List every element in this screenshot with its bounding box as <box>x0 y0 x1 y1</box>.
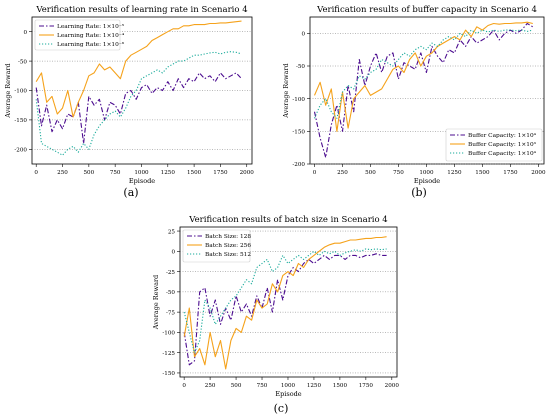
x-tick-label: 0 <box>34 170 38 176</box>
x-tick-label: 1750 <box>503 170 518 176</box>
panel-label-a: (a) <box>123 186 138 199</box>
x-tick-label: 1500 <box>475 170 490 176</box>
chart-title: Verification results of buffer capacity … <box>316 5 537 15</box>
chart-panel-a: Verification results of learning rate in… <box>4 5 254 185</box>
x-tick-label: 250 <box>337 170 348 176</box>
y-axis-label: Average Reward <box>152 275 160 330</box>
y-tick-label: -200 <box>14 148 27 154</box>
x-tick-label: 1250 <box>447 170 462 176</box>
y-tick-label: -100 <box>162 331 175 337</box>
panel-label-b: (b) <box>411 186 427 199</box>
legend: Buffer Capacity: 1×10⁴ Buffer Capacity: 1… <box>445 128 543 162</box>
legend-entry: Buffer Capacity: 1×10⁴ <box>468 132 537 139</box>
x-axis-label: Episode <box>414 177 440 185</box>
x-tick-label: 1750 <box>213 170 228 176</box>
x-tick-label: 2000 <box>385 383 400 389</box>
x-tick-label: 1000 <box>281 383 296 389</box>
x-tick-label: 1250 <box>307 383 322 389</box>
x-tick-label: 750 <box>393 170 404 176</box>
legend-entry: Learning Rate: 1×10⁻⁵ <box>57 23 125 30</box>
y-tick-label: 0 <box>23 30 27 36</box>
legend-box <box>34 19 121 51</box>
legend-entry: Learning Rate: 1×10⁻⁶ <box>57 41 125 48</box>
y-tick-label: -50 <box>296 64 305 70</box>
x-axis-label: Episode <box>129 177 155 185</box>
legend-entry: Batch Size: 256 <box>205 243 251 249</box>
chart-title: Verification results of learning rate in… <box>35 5 247 15</box>
y-tick-label: -50 <box>18 59 27 65</box>
series-line-2 <box>313 21 533 132</box>
x-tick-label: 2000 <box>531 170 546 176</box>
legend: Learning Rate: 1×10⁻⁵ Learning Rate: 1×10… <box>34 19 125 51</box>
x-tick-label: 1000 <box>134 170 149 176</box>
y-tick-label: 25 <box>168 229 176 235</box>
x-tick-label: 0 <box>313 170 317 176</box>
y-tick-label: -75 <box>166 310 175 316</box>
series-line-1 <box>313 22 534 159</box>
series-line-2 <box>35 20 242 118</box>
series-line-3 <box>35 51 242 156</box>
series-line-1 <box>183 253 387 366</box>
x-tick-label: 750 <box>110 170 121 176</box>
legend-entry: Buffer Capacity: 1×10⁴ <box>468 150 537 157</box>
y-tick-label: -25 <box>166 270 175 276</box>
x-tick-label: 250 <box>205 383 216 389</box>
y-tick-label: 0 <box>171 250 175 256</box>
x-tick-label: 0 <box>182 383 186 389</box>
x-tick-label: 500 <box>83 170 94 176</box>
y-tick-label: -150 <box>292 130 305 136</box>
y-tick-label: -150 <box>162 371 175 377</box>
legend-entry: Learning Rate: 1×10⁻⁴ <box>57 32 125 39</box>
x-tick-label: 750 <box>257 383 268 389</box>
legend-box <box>445 128 543 162</box>
y-tick-label: -100 <box>14 89 27 95</box>
chart-title: Verification results of batch size in Sc… <box>188 215 387 225</box>
plot-frame <box>179 226 398 378</box>
x-axis-label: Episode <box>275 390 301 398</box>
y-tick-label: -150 <box>14 118 27 124</box>
x-tick-label: 1000 <box>419 170 434 176</box>
legend: Batch Size: 128 Batch Size: 256 Batch Size… <box>182 229 251 263</box>
x-tick-label: 500 <box>231 383 242 389</box>
y-tick-label: -50 <box>166 290 175 296</box>
x-tick-label: 1500 <box>333 383 348 389</box>
y-tick-label: 0 <box>301 32 305 38</box>
legend-entry: Buffer Capacity: 1×10³ <box>468 141 537 148</box>
x-tick-label: 1750 <box>359 383 374 389</box>
y-axis-label: Average Reward <box>282 63 290 118</box>
y-tick-label: -200 <box>292 162 305 168</box>
x-tick-label: 250 <box>57 170 68 176</box>
series-line-2 <box>183 236 387 370</box>
series-line-1 <box>35 72 242 144</box>
y-tick-label: -100 <box>292 97 305 103</box>
series-line-3 <box>183 248 387 354</box>
x-tick-label: 1250 <box>161 170 176 176</box>
x-tick-label: 2000 <box>240 170 255 176</box>
x-tick-label: 1500 <box>187 170 202 176</box>
plot-frame <box>309 16 545 165</box>
legend-entry: Batch Size: 512 <box>205 252 251 258</box>
y-axis-label: Average Reward <box>4 63 12 118</box>
legend-entry: Batch Size: 128 <box>205 234 251 240</box>
chart-panel-b: Verification results of buffer capacity … <box>282 5 546 185</box>
panel-label-c: (c) <box>274 402 289 415</box>
chart-panel-c: Verification results of batch size in Sc… <box>152 215 399 398</box>
y-tick-label: -125 <box>162 351 175 357</box>
series-line-3 <box>313 29 533 119</box>
x-tick-label: 500 <box>365 170 376 176</box>
